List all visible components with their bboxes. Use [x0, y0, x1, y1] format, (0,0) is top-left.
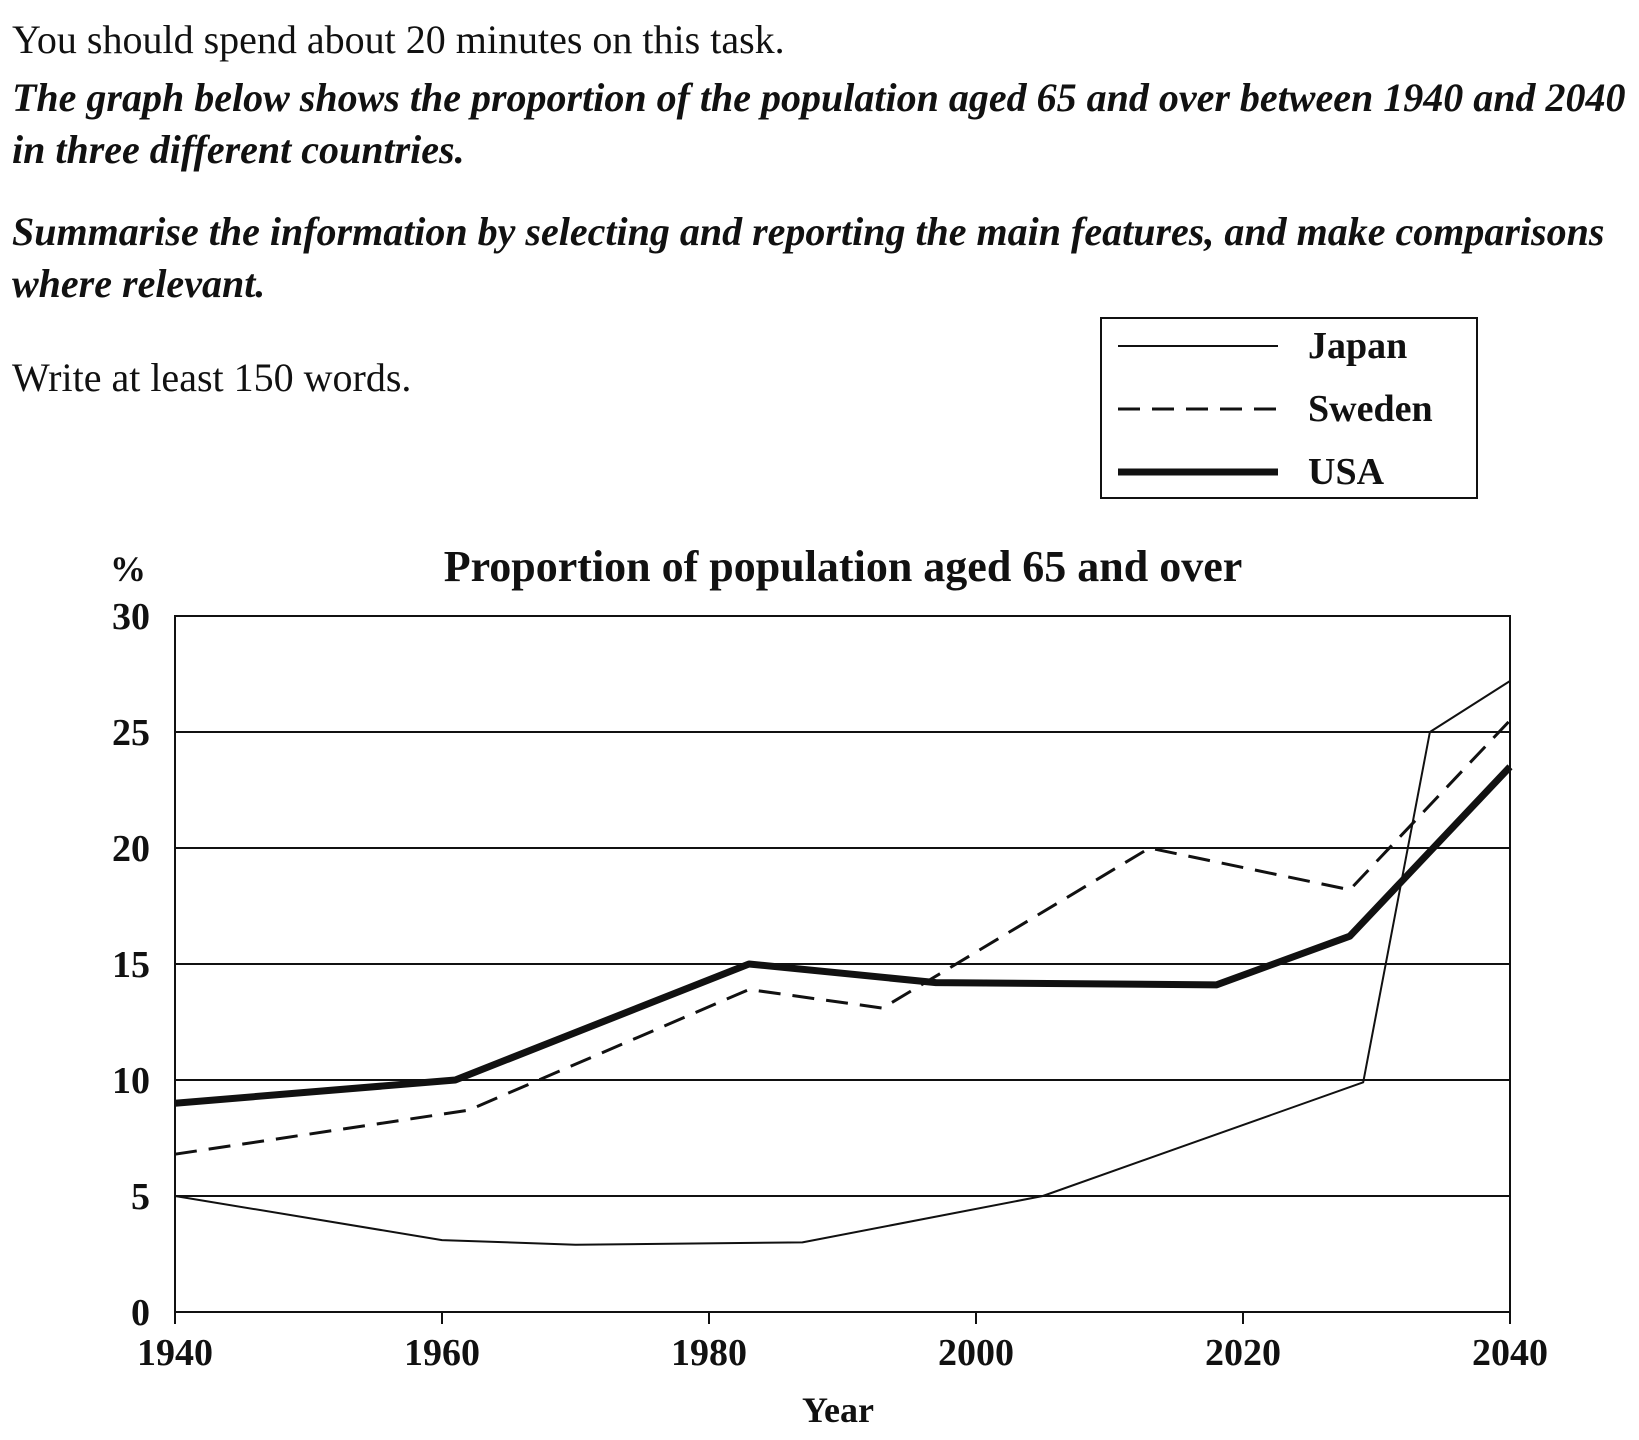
- plot-area-border: [174, 615, 1511, 1313]
- y-axis-ticks: 0 5 10 15 20 25 30: [112, 596, 150, 1334]
- legend-label-sweden: Sweden: [1308, 388, 1433, 430]
- gridlines: [175, 731, 1510, 1197]
- legend-label-usa: USA: [1308, 451, 1385, 493]
- y-tick-label-0: 0: [131, 1292, 150, 1334]
- x-axis-ticks: 1940 1960 1980 2000 2020 2040: [137, 1312, 1548, 1374]
- y-tick-label-15: 15: [112, 944, 150, 986]
- y-tick-label-10: 10: [112, 1060, 150, 1102]
- y-tick-label-25: 25: [112, 712, 150, 754]
- series-line-japan: [174, 680, 1511, 1246]
- y-tick-label-30: 30: [112, 596, 150, 638]
- task-time-note: You should spend about 20 minutes on thi…: [12, 17, 785, 62]
- task-word-count: Write at least 150 words.: [12, 355, 412, 400]
- y-tick-label-20: 20: [112, 828, 150, 870]
- task-instruction: Summarise the information by selecting a…: [12, 209, 1605, 306]
- x-tick-label-2020: 2020: [1205, 1332, 1281, 1374]
- x-tick-label-2040: 2040: [1472, 1332, 1548, 1374]
- legend: Japan Sweden USA: [1100, 317, 1478, 499]
- x-axis-label: Year: [802, 1390, 874, 1430]
- chart-title: Proportion of population aged 65 and ove…: [444, 542, 1243, 591]
- y-tick-label-5: 5: [131, 1176, 150, 1218]
- x-tick-label-1980: 1980: [671, 1332, 747, 1374]
- series-lines: [174, 680, 1513, 1246]
- legend-box: [1100, 317, 1478, 499]
- x-tick-label-2000: 2000: [938, 1332, 1014, 1374]
- legend-label-japan: Japan: [1308, 325, 1407, 367]
- y-axis-unit-label: %: [110, 549, 146, 589]
- x-tick-label-1940: 1940: [137, 1332, 213, 1374]
- x-tick-label-1960: 1960: [404, 1332, 480, 1374]
- task-prompt: The graph below shows the proportion of …: [12, 75, 1626, 172]
- series-line-usa: [174, 764, 1513, 1107]
